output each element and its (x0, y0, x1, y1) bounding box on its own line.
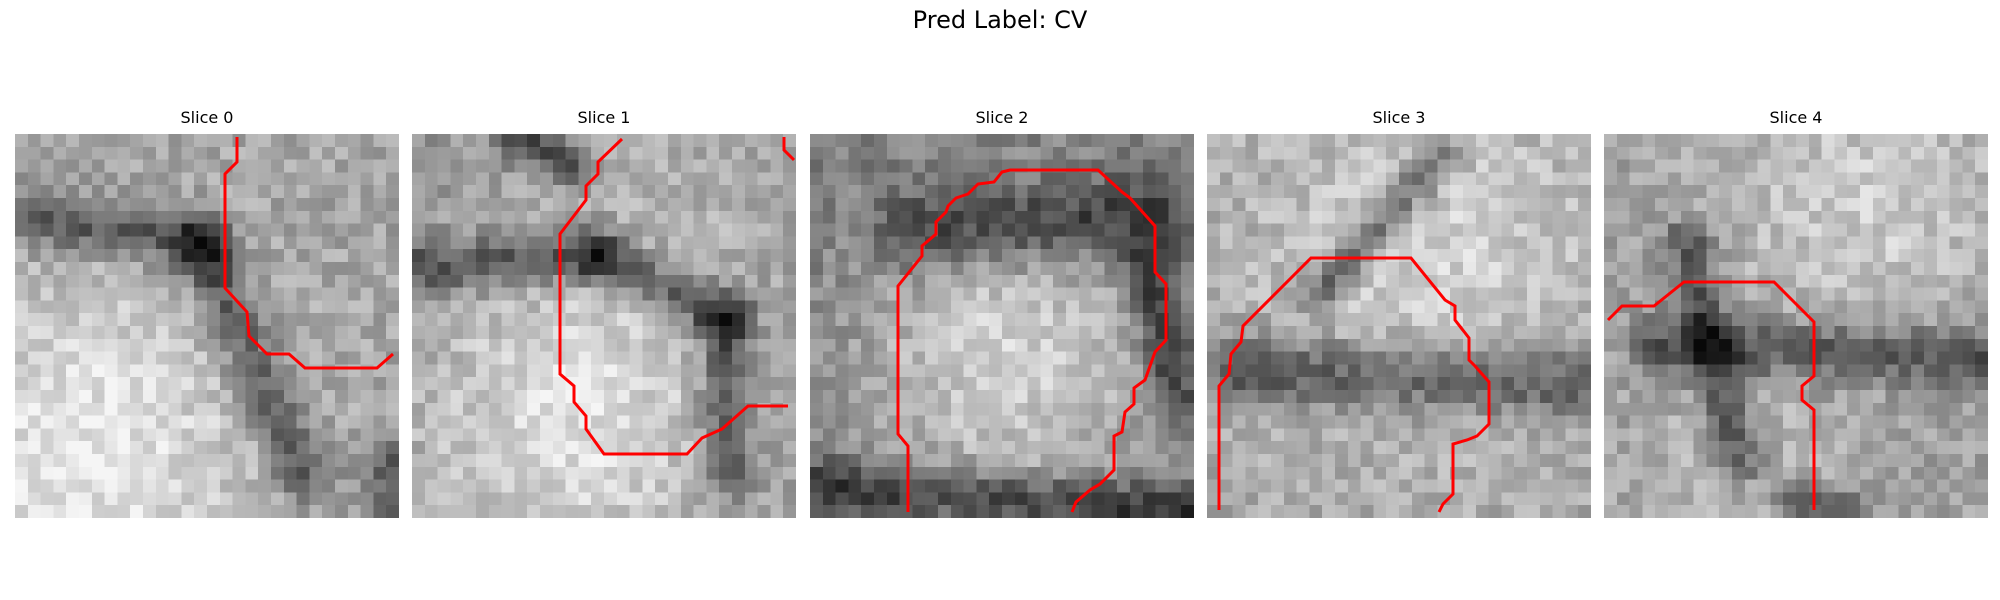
figure-title: Pred Label: CV (912, 6, 1088, 34)
segmentation-contour (1217, 256, 1491, 513)
slice-image (810, 134, 1194, 518)
slice-image (1604, 134, 1988, 518)
contour-line (223, 137, 394, 370)
contour-line (782, 137, 796, 162)
grayscale-texture (1207, 134, 1591, 518)
contour-line (1217, 256, 1491, 513)
slice-title: Slice 3 (1372, 108, 1426, 127)
contour-line (1606, 280, 1816, 510)
segmentation-contour (1606, 280, 1816, 510)
slice-title: Slice 2 (975, 108, 1029, 127)
contour-line (558, 137, 788, 456)
grayscale-texture (15, 134, 399, 518)
segmentation-contour (558, 137, 796, 456)
segmentation-contour (896, 168, 1168, 513)
grayscale-texture (1604, 134, 1988, 518)
slice-image (412, 134, 796, 518)
slice-title: Slice 0 (180, 108, 234, 127)
segmentation-contour (223, 137, 394, 370)
slice-image (1207, 134, 1591, 518)
contour-line (896, 168, 1168, 513)
slice-image (15, 134, 399, 518)
slice-title: Slice 1 (577, 108, 631, 127)
slice-title: Slice 4 (1769, 108, 1823, 127)
